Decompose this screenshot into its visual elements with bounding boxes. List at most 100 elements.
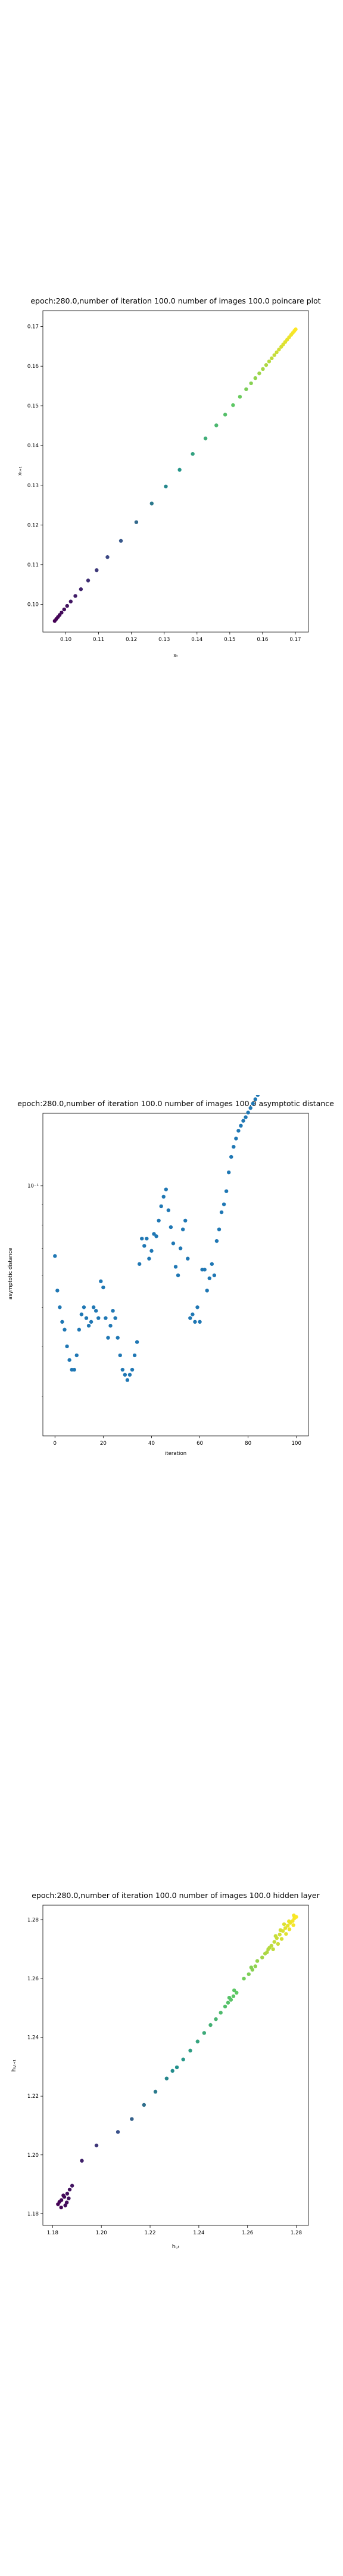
chart-title: epoch:280.0,number of iteration 100.0 nu… [17, 1099, 334, 1108]
scatter-point [171, 1241, 176, 1246]
scatter-point [130, 1367, 135, 1372]
x-tick-label: 1.24 [193, 2230, 204, 2236]
scatter-point [257, 371, 261, 376]
scatter-point [58, 1305, 62, 1309]
scatter-point [137, 1262, 142, 1266]
scatter-point [188, 2048, 192, 2053]
scatter-point [205, 1289, 209, 1293]
scatter-point [212, 1273, 217, 1277]
x-axis-label: hᵢ,ₜ [172, 2244, 179, 2250]
scatter-point [68, 599, 73, 603]
scatter-point [236, 1129, 241, 1133]
scatter-point [242, 1976, 246, 1981]
scatter-point [65, 603, 69, 608]
scatter-point [101, 1285, 105, 1290]
scatter-point [55, 1289, 60, 1293]
y-tick-label: 0.11 [27, 562, 39, 568]
y-tick-label: 0.17 [27, 324, 39, 330]
x-tick-label: 0.12 [126, 637, 137, 643]
scatter-point [277, 348, 281, 352]
scatter-point [74, 1353, 79, 1358]
scatter-point [105, 555, 110, 559]
scatter-point [96, 1316, 101, 1320]
scatter-point [145, 1236, 149, 1241]
scatter-point [67, 2187, 72, 2192]
scatter-point [132, 1353, 137, 1358]
scatter-point [99, 1279, 103, 1283]
scatter-point [231, 1994, 236, 1998]
scatter-point [249, 1965, 254, 1970]
scatter-point [183, 1218, 188, 1223]
scatter-point [284, 1932, 288, 1936]
scatter-point [113, 1316, 117, 1320]
scatter-point [249, 381, 253, 385]
scatter-point [253, 1097, 257, 1101]
scatter-point [63, 1327, 67, 1332]
scatter-point [275, 350, 279, 355]
scatter-point [229, 1154, 233, 1159]
scatter-point [135, 1340, 139, 1344]
scatter-point [91, 1305, 96, 1309]
scatter-point [180, 1227, 185, 1231]
scatter-point [95, 568, 99, 572]
y-tick-label: 0.13 [27, 483, 39, 489]
scatter-point [59, 2205, 63, 2210]
scatter-point [283, 1926, 288, 1930]
scatter-point [82, 1305, 86, 1309]
scatter-point [244, 1115, 248, 1119]
scatter-point [134, 520, 139, 524]
y-tick-label: 0.14 [27, 443, 39, 449]
scatter-point [62, 607, 66, 612]
asymptotic-distance-chart: epoch:280.0,number of iteration 100.0 nu… [8, 1095, 334, 1457]
scatter-point [72, 1367, 76, 1372]
scatter-point [272, 1940, 276, 1944]
scatter-point [67, 1358, 71, 1362]
scatter-point [125, 1378, 130, 1382]
scatter-point [119, 538, 123, 543]
scatter-point [248, 1106, 252, 1110]
scatter-point [251, 1101, 255, 1106]
scatter-point [279, 1937, 284, 1941]
scatter-point [234, 1137, 238, 1141]
scatter-point [63, 2203, 67, 2207]
scatter-point [210, 1262, 214, 1266]
x-tick-label: 0.17 [289, 637, 301, 643]
scatter-point [244, 387, 248, 391]
scatter-point [292, 1914, 296, 1918]
scatter-point [89, 1320, 93, 1324]
scatter-point [161, 1194, 166, 1199]
scatter-point [111, 1309, 115, 1313]
scatter-point [53, 1254, 57, 1258]
scatter-point [207, 1276, 211, 1280]
scatter-point [70, 2184, 74, 2188]
scatter-point [286, 1924, 290, 1928]
scatter-point [222, 1202, 226, 1206]
y-tick-label: 1.28 [27, 1918, 39, 1924]
scatter-point [108, 1324, 113, 1328]
x-tick-label: 0.13 [158, 637, 170, 643]
scatter-point [60, 1320, 64, 1324]
scatter-point [65, 2191, 70, 2196]
scatter-point [79, 587, 83, 592]
scatter-point [223, 413, 227, 417]
scatter-point [142, 2103, 146, 2107]
scatter-point [57, 2200, 62, 2204]
scatter-point [282, 1922, 286, 1927]
scatter-point [191, 452, 195, 456]
x-tick-label: 1.22 [144, 2230, 155, 2236]
scatter-point [79, 1312, 84, 1317]
scatter-point [255, 1959, 260, 1963]
scatter-point [264, 363, 269, 367]
x-tick-label: 1.18 [47, 2230, 58, 2236]
scatter-point [170, 2069, 174, 2073]
scatter-point [247, 1972, 251, 1976]
scatter-point [208, 2023, 213, 2027]
scatter-point [235, 1990, 239, 1995]
scatter-point [270, 356, 274, 361]
y-tick-label: 1.20 [27, 2153, 39, 2159]
scatter-point [260, 1955, 264, 1959]
scatter-point [214, 2017, 218, 2021]
scatter-point [219, 2011, 223, 2015]
scatter-point [140, 1236, 144, 1241]
x-tick-label: 40 [148, 1441, 155, 1447]
